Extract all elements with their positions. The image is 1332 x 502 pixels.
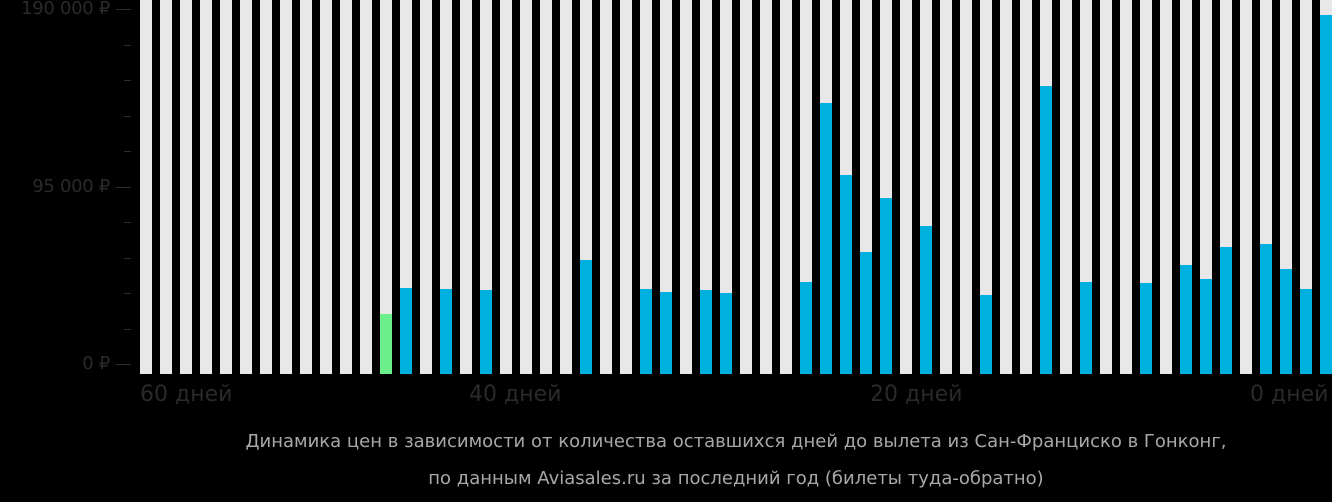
y-tick-label: 95 000 ₽ (32, 175, 110, 197)
price-bar[interactable] (580, 260, 592, 374)
y-minor-tick (124, 258, 131, 259)
day-column[interactable] (200, 0, 212, 374)
y-major-tick (116, 187, 131, 188)
y-tick-label: 190 000 ₽ (21, 0, 110, 19)
day-column[interactable] (640, 0, 652, 374)
day-column[interactable] (240, 0, 252, 374)
y-tick-label: 0 ₽ (82, 353, 110, 374)
day-column[interactable] (320, 0, 332, 374)
day-column[interactable] (280, 0, 292, 374)
day-column[interactable] (1100, 0, 1112, 374)
day-column[interactable] (900, 0, 912, 374)
price-bar[interactable] (440, 289, 452, 374)
price-bar[interactable] (700, 290, 712, 374)
price-bar[interactable] (400, 288, 412, 374)
price-bar[interactable] (820, 103, 832, 374)
day-column[interactable] (500, 0, 512, 374)
day-column[interactable] (220, 0, 232, 374)
x-tick-label: 0 дней (1250, 382, 1329, 407)
day-column[interactable] (180, 0, 192, 374)
price-bar[interactable] (920, 226, 932, 374)
day-column[interactable] (440, 0, 452, 374)
price-bar[interactable] (1260, 244, 1272, 374)
day-column[interactable] (1000, 0, 1012, 374)
day-column[interactable] (1300, 0, 1312, 374)
price-bar[interactable] (1280, 269, 1292, 374)
y-minor-tick (124, 151, 131, 152)
day-column[interactable] (720, 0, 732, 374)
day-column[interactable] (540, 0, 552, 374)
price-bar[interactable] (640, 289, 652, 374)
day-column[interactable] (520, 0, 532, 374)
day-column[interactable] (1080, 0, 1092, 374)
price-bar[interactable] (1220, 247, 1232, 374)
day-column[interactable] (1160, 0, 1172, 374)
day-column[interactable] (740, 0, 752, 374)
day-column[interactable] (380, 0, 392, 374)
x-tick-label: 40 дней (469, 382, 562, 407)
x-tick-label: 20 дней (870, 382, 963, 407)
day-column[interactable] (1140, 0, 1152, 374)
price-bar[interactable] (840, 175, 852, 374)
day-column[interactable] (420, 0, 432, 374)
chart-caption-line-2: по данным Aviasales.ru за последний год … (428, 468, 1044, 489)
price-bar[interactable] (880, 198, 892, 374)
day-column[interactable] (660, 0, 672, 374)
price-bar[interactable] (1140, 283, 1152, 374)
day-column[interactable] (800, 0, 812, 374)
chart-caption-line-1: Динамика цен в зависимости от количества… (245, 431, 1227, 452)
day-column[interactable] (940, 0, 952, 374)
day-column[interactable] (760, 0, 772, 374)
day-column[interactable] (1020, 0, 1032, 374)
y-minor-tick (124, 293, 131, 294)
day-column[interactable] (140, 0, 152, 374)
day-column[interactable] (160, 0, 172, 374)
price-bar[interactable] (1200, 279, 1212, 374)
day-column[interactable] (980, 0, 992, 374)
price-bar[interactable] (980, 295, 992, 374)
day-column[interactable] (260, 0, 272, 374)
day-column[interactable] (360, 0, 372, 374)
x-tick-label: 60 дней (140, 382, 233, 407)
price-bar[interactable] (1300, 289, 1312, 374)
day-column[interactable] (680, 0, 692, 374)
day-column[interactable] (700, 0, 712, 374)
price-bar[interactable] (860, 252, 872, 374)
min-price-bar[interactable] (380, 314, 392, 374)
y-minor-tick (124, 45, 131, 46)
day-column[interactable] (960, 0, 972, 374)
day-column[interactable] (1240, 0, 1252, 374)
y-minor-tick (124, 80, 131, 81)
y-minor-tick (124, 222, 131, 223)
day-column[interactable] (340, 0, 352, 374)
y-major-tick (116, 364, 131, 365)
day-column[interactable] (480, 0, 492, 374)
price-bar[interactable] (1080, 282, 1092, 374)
price-bar[interactable] (720, 293, 732, 374)
y-minor-tick (124, 116, 131, 117)
y-minor-tick (124, 329, 131, 330)
price-bar[interactable] (1320, 15, 1332, 374)
day-column[interactable] (780, 0, 792, 374)
day-column[interactable] (620, 0, 632, 374)
day-column[interactable] (460, 0, 472, 374)
day-column[interactable] (400, 0, 412, 374)
day-column[interactable] (1120, 0, 1132, 374)
y-major-tick (116, 9, 131, 10)
day-column[interactable] (300, 0, 312, 374)
price-bar[interactable] (480, 290, 492, 374)
price-bar[interactable] (1040, 86, 1052, 374)
price-bar[interactable] (1180, 265, 1192, 374)
price-bar[interactable] (800, 282, 812, 374)
day-column[interactable] (560, 0, 572, 374)
day-column[interactable] (600, 0, 612, 374)
price-bar[interactable] (660, 292, 672, 374)
day-column[interactable] (1060, 0, 1072, 374)
